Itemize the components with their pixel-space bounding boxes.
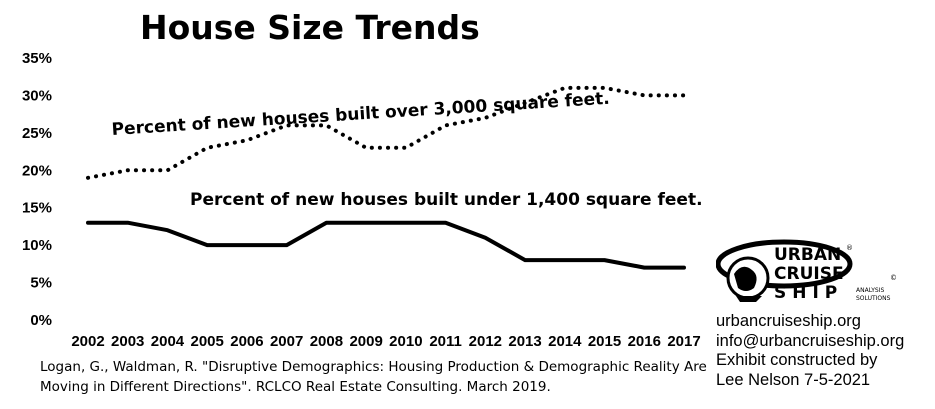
- x-tick-label: 2003: [111, 333, 144, 350]
- y-tick-label: 20%: [22, 162, 52, 179]
- y-tick-label: 0%: [30, 312, 52, 329]
- y-tick-label: 5%: [30, 275, 52, 292]
- x-tick-label: 2004: [151, 333, 185, 350]
- y-tick-label: 25%: [22, 125, 52, 142]
- y-tick-label: 15%: [22, 200, 52, 217]
- y-tick-label: 30%: [22, 87, 52, 104]
- x-axis-ticks: 2002 2003 2004 2005 2006 2007 2008 2009 2010 2011…: [71, 333, 700, 350]
- x-tick-label: 2009: [349, 333, 382, 350]
- series-label-over-3000: Percent of new houses built over 3,000 s…: [111, 89, 610, 140]
- y-tick-label: 10%: [22, 237, 52, 254]
- x-tick-label: 2012: [469, 333, 502, 350]
- x-tick-label: 2013: [508, 333, 541, 350]
- x-tick-label: 2007: [270, 333, 303, 350]
- x-tick-label: 2005: [191, 333, 224, 350]
- contact-credit-line-1: Exhibit constructed by: [716, 351, 878, 369]
- x-tick-label: 2017: [667, 333, 700, 350]
- series-line-under-1400: [86, 220, 686, 270]
- x-tick-label: 2016: [628, 333, 661, 350]
- series-layer: [86, 85, 686, 270]
- logo-word-urban: URBAN: [774, 245, 841, 265]
- urban-cruise-ship-logo: URBAN CRUISE SHIP ® © ANALYSIS SOLUTIONS: [716, 239, 897, 303]
- y-tick-label: 35%: [22, 50, 52, 67]
- logo-tag-solutions: SOLUTIONS: [856, 295, 891, 302]
- logo-tag-analysis: ANALYSIS: [856, 287, 884, 294]
- source-citation: Logan, G., Waldman, R. "Disruptive Demog…: [40, 357, 707, 397]
- x-tick-label: 2011: [429, 333, 462, 350]
- contact-site: urbancruiseship.org: [716, 312, 861, 330]
- x-tick-label: 2008: [310, 333, 343, 350]
- contact-credit-line-2: Lee Nelson 7-5-2021: [716, 370, 871, 389]
- logo-registered-mark: ®: [846, 244, 853, 252]
- logo-copyright-mark: ©: [890, 274, 897, 282]
- logo-word-cruise: CRUISE: [774, 264, 844, 284]
- x-tick-label: 2010: [389, 333, 422, 350]
- x-tick-label: 2006: [230, 333, 263, 350]
- y-axis-ticks: 0% 5% 10% 15% 20% 25% 30% 35%: [22, 50, 52, 329]
- series-labels: Percent of new houses built over 3,000 s…: [111, 89, 703, 210]
- x-tick-label: 2014: [548, 333, 582, 350]
- series-line-over-3000: [86, 85, 686, 180]
- source-line-1: Logan, G., Waldman, R. "Disruptive Demog…: [40, 359, 707, 375]
- chart-title: House Size Trends: [140, 8, 480, 47]
- contact-email: info@urbancruiseship.org: [716, 331, 905, 350]
- logo-word-ship: SHIP: [774, 283, 843, 303]
- series-label-under-1400: Percent of new houses built under 1,400 …: [190, 190, 703, 210]
- contact-block: urbancruiseship.org info@urbancruiseship…: [716, 312, 904, 390]
- x-tick-label: 2002: [71, 333, 104, 350]
- source-line-2: Moving in Different Directions". RCLCO R…: [40, 379, 551, 395]
- x-tick-label: 2015: [588, 333, 621, 350]
